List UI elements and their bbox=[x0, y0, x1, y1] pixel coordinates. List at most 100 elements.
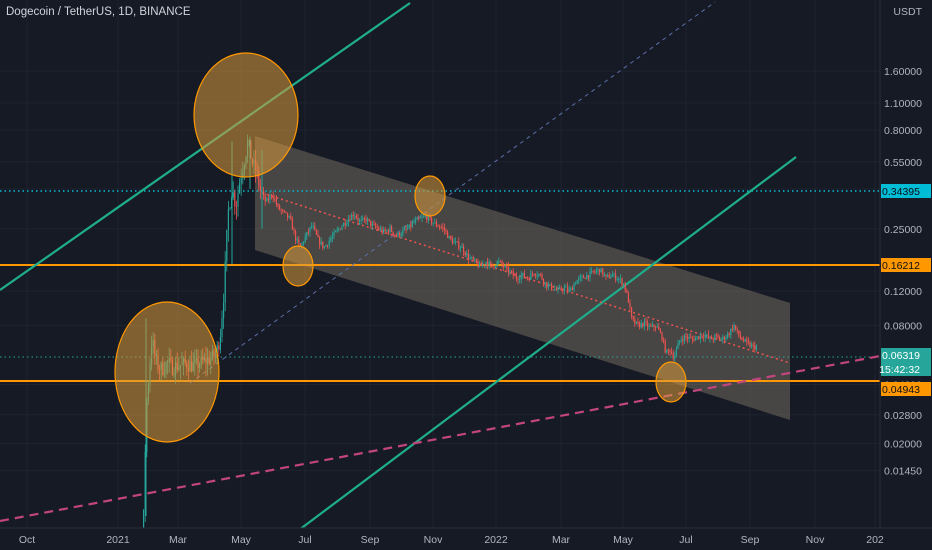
candle-body bbox=[709, 337, 711, 339]
candle-body bbox=[232, 192, 234, 198]
candle-body bbox=[423, 216, 425, 218]
candle-body bbox=[720, 339, 722, 340]
candle-body bbox=[747, 341, 749, 343]
candle-body bbox=[719, 336, 721, 340]
price-tick-label: 0.02000 bbox=[884, 438, 922, 450]
time-tick-label: May bbox=[613, 534, 634, 546]
candle-body bbox=[482, 264, 484, 266]
candle-body bbox=[576, 280, 578, 284]
time-axis[interactable]: Oct 2021 Mar May Jul Sep Nov 2022 Mar May Jul Sep No… bbox=[19, 534, 884, 546]
candle-body bbox=[474, 259, 476, 261]
candle-body bbox=[437, 225, 439, 227]
candle-body bbox=[749, 342, 751, 347]
price-tag-label: 0.16212 bbox=[882, 260, 920, 272]
price-tag-label: 0.04943 bbox=[882, 384, 920, 396]
candle-body bbox=[367, 218, 369, 222]
candle-body bbox=[511, 270, 513, 272]
candle-body bbox=[755, 345, 757, 350]
candle-body bbox=[373, 223, 375, 225]
candle-body bbox=[530, 273, 532, 280]
candle-body bbox=[711, 337, 713, 340]
lower-trend-line[interactable] bbox=[275, 156, 797, 548]
candle-body bbox=[407, 228, 409, 230]
candle-body bbox=[677, 343, 679, 349]
candle-body bbox=[331, 236, 333, 239]
price-tick-label: 0.25000 bbox=[884, 224, 922, 236]
candle-body bbox=[523, 273, 525, 278]
time-tick-label: Jul bbox=[298, 534, 311, 546]
time-tick-label: Mar bbox=[552, 534, 571, 546]
candle-body bbox=[605, 274, 607, 276]
candle-body bbox=[632, 316, 634, 320]
candle-body bbox=[704, 335, 706, 338]
candle-body bbox=[227, 209, 229, 230]
candle-body bbox=[506, 265, 508, 267]
time-tick-label: Sep bbox=[741, 534, 760, 546]
candle-body bbox=[271, 194, 273, 196]
candle-body bbox=[690, 337, 692, 338]
candle-body bbox=[647, 322, 649, 328]
highlight-circle-jul[interactable] bbox=[282, 245, 314, 287]
candle-body bbox=[603, 274, 605, 276]
candle-body bbox=[552, 289, 554, 291]
candle-body bbox=[306, 232, 308, 237]
candle-body bbox=[239, 183, 241, 194]
candle-body bbox=[567, 286, 569, 291]
candle-body bbox=[728, 333, 730, 336]
candle-body bbox=[323, 246, 325, 248]
candle-body bbox=[741, 337, 743, 341]
candle-body bbox=[453, 241, 455, 244]
price-tag-label: 0.06319 bbox=[882, 350, 920, 362]
candle-body bbox=[549, 283, 551, 285]
price-tag-label: 0.34395 bbox=[882, 186, 920, 198]
candle-body bbox=[538, 274, 540, 276]
candle-body bbox=[589, 271, 591, 278]
candle-body bbox=[650, 325, 652, 327]
candle-body bbox=[751, 344, 753, 347]
candle-body bbox=[715, 335, 717, 337]
candle-body bbox=[314, 226, 316, 230]
candle-body bbox=[698, 336, 700, 340]
candle-body bbox=[648, 325, 650, 328]
candle-body bbox=[579, 276, 581, 279]
highlight-circle-jun2022[interactable] bbox=[655, 361, 687, 403]
candle-body bbox=[218, 345, 220, 350]
candle-body bbox=[501, 261, 503, 265]
candle-body bbox=[287, 212, 289, 218]
price-tag-bg bbox=[881, 184, 931, 198]
candle-body bbox=[651, 324, 653, 327]
time-tick-label: May bbox=[231, 534, 252, 546]
candle-body bbox=[384, 229, 386, 231]
candle-body bbox=[573, 284, 575, 291]
candle-body bbox=[455, 241, 457, 243]
candle-body bbox=[269, 194, 271, 200]
candle-body bbox=[512, 271, 514, 276]
candle-body bbox=[219, 337, 221, 350]
candle-body bbox=[488, 262, 490, 266]
candle-body bbox=[587, 275, 589, 278]
candle-body bbox=[602, 268, 604, 276]
candle-body bbox=[327, 245, 329, 246]
price-tick-label: 0.02800 bbox=[884, 410, 922, 422]
candle-body bbox=[362, 218, 364, 220]
candle-body bbox=[623, 283, 625, 285]
candle-body bbox=[295, 230, 297, 241]
candle-body bbox=[743, 340, 745, 342]
candle-body bbox=[533, 274, 535, 275]
candle-body bbox=[631, 307, 633, 317]
candle-body bbox=[282, 210, 284, 212]
candle-body bbox=[352, 214, 354, 217]
highlight-circle-top[interactable] bbox=[193, 52, 299, 178]
candle-body bbox=[706, 334, 708, 336]
candle-body bbox=[739, 335, 741, 338]
candle-body bbox=[288, 216, 290, 218]
highlight-circle-nov[interactable] bbox=[414, 175, 446, 217]
candle-body bbox=[616, 279, 618, 280]
candle-body bbox=[448, 236, 450, 239]
candle-body bbox=[432, 223, 434, 225]
candle-body bbox=[584, 277, 586, 279]
price-tick-label: 1.10000 bbox=[884, 98, 922, 110]
highlight-circle-bottom[interactable] bbox=[114, 301, 220, 443]
candle-body bbox=[440, 227, 442, 228]
